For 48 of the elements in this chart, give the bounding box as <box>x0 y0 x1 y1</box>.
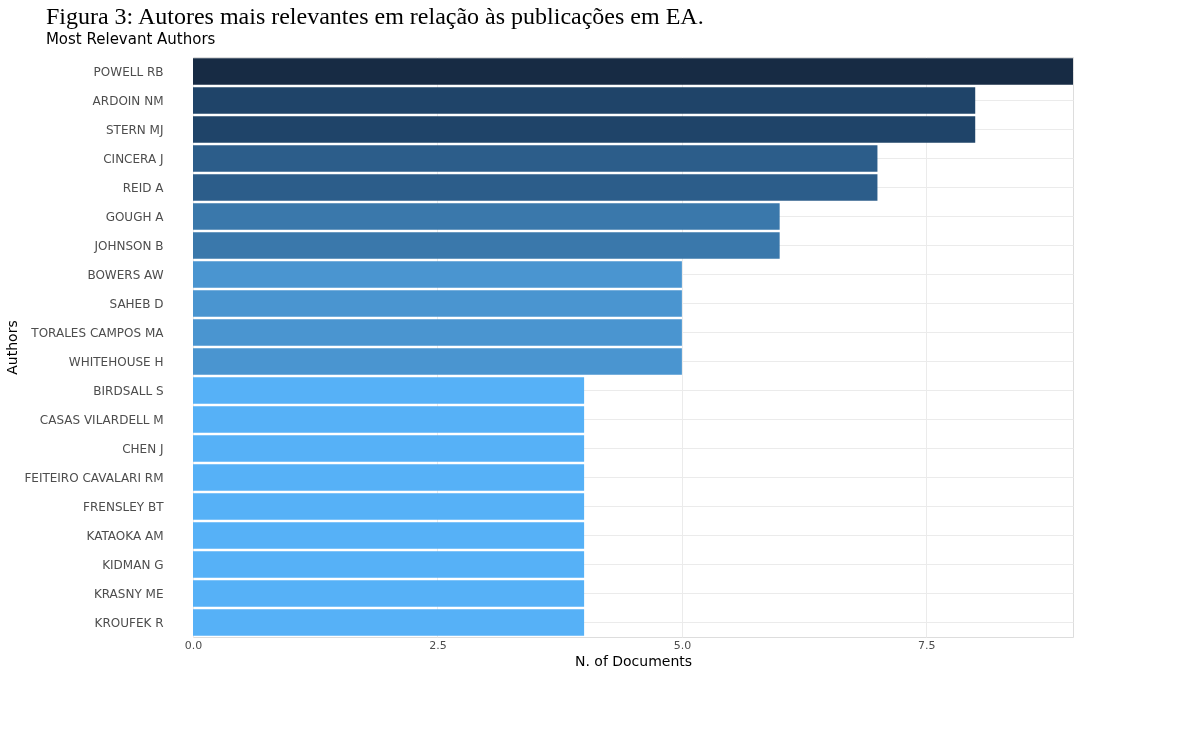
bar <box>193 116 976 143</box>
bar <box>193 261 682 288</box>
bar <box>193 203 780 230</box>
bar <box>193 174 878 201</box>
y-tick-label: WHITEHOUSE H <box>68 354 164 369</box>
chart-title: Figura 3: Autores mais relevantes em relação às publicações em EA. <box>45 3 704 29</box>
y-tick-label: POWELL RB <box>93 64 164 79</box>
y-tick-label: JOHNSON B <box>93 238 164 253</box>
y-axis-title: Authors <box>4 320 21 375</box>
bar <box>193 145 878 172</box>
y-tick-label: TORALES CAMPOS MA <box>30 325 165 340</box>
y-tick-label: ARDOIN NM <box>92 93 164 108</box>
bar <box>193 551 585 578</box>
bar <box>193 377 585 404</box>
bar <box>193 319 682 346</box>
y-tick-label: BOWERS AW <box>87 267 164 282</box>
y-tick-label: KIDMAN G <box>102 557 164 572</box>
bar <box>193 580 585 607</box>
x-tick-label: 2.5 <box>429 638 447 652</box>
bar <box>193 609 585 636</box>
y-tick-label: CINCERA J <box>103 151 164 166</box>
y-tick-label: FEITEIRO CAVALARI RM <box>24 470 164 485</box>
y-tick-label: CASAS VILARDELL M <box>39 412 164 427</box>
bar <box>193 406 585 433</box>
x-tick-label: 5.0 <box>673 638 692 652</box>
y-tick-label: REID A <box>122 180 165 195</box>
bar <box>193 522 585 549</box>
y-tick-label: CHEN J <box>122 441 164 456</box>
bar <box>193 87 976 114</box>
x-tick-label: 0.0 <box>184 638 203 652</box>
y-tick-label: KATAOKA AM <box>86 528 164 543</box>
x-tick-label: 7.5 <box>918 638 936 652</box>
y-tick-label: GOUGH A <box>105 209 165 224</box>
y-tick-label: SAHEB D <box>109 296 164 311</box>
y-tick-label: STERN MJ <box>105 122 164 137</box>
y-tick-label: BIRDSALL S <box>93 383 164 398</box>
x-axis-title: N. of Documents <box>574 652 693 669</box>
bar <box>193 290 682 317</box>
chart-subtitle: Most Relevant Authors <box>45 30 216 48</box>
y-tick-label: FRENSLEY BT <box>83 499 165 514</box>
bar <box>193 435 585 462</box>
bar <box>193 464 585 491</box>
bar <box>193 58 1073 85</box>
y-tick-label: KRASNY ME <box>93 586 164 601</box>
y-tick-label: KROUFEK R <box>94 615 164 630</box>
bar <box>193 493 585 520</box>
bar <box>193 348 682 375</box>
bar <box>193 232 780 259</box>
